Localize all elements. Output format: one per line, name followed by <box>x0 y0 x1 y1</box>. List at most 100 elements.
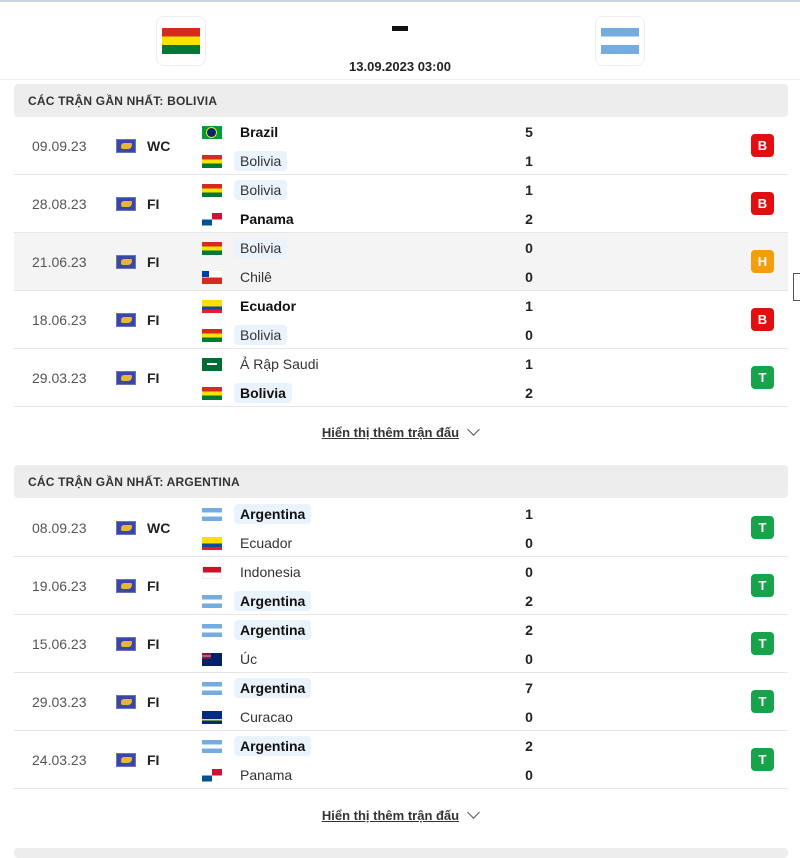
home-team-name: Bolivia <box>234 238 288 258</box>
pan-flag-icon <box>202 768 222 782</box>
match-row[interactable]: 18.06.23 FI Ecuador Bolivia 1 0 B <box>14 291 788 349</box>
home-score: 5 <box>525 124 533 140</box>
bol-flag-icon <box>202 386 222 400</box>
home-team[interactable]: Bolivia <box>202 179 288 201</box>
home-team[interactable]: Argentina <box>202 503 312 525</box>
away-team[interactable]: Bolivia <box>202 150 288 172</box>
bol-flag-icon <box>202 241 222 255</box>
away-team[interactable]: Panama <box>202 764 298 786</box>
bol-flag-icon <box>202 183 222 197</box>
show-more-link[interactable]: Hiển thị thêm trận đấu <box>321 808 460 823</box>
home-team[interactable]: Argentina <box>202 735 312 757</box>
cur-flag-icon <box>202 710 222 724</box>
away-team-logo[interactable] <box>595 16 645 66</box>
match-row[interactable]: 19.06.23 FI Indonesia Argentina 0 2 T <box>14 557 788 615</box>
home-team-name: Argentina <box>234 620 312 640</box>
home-team[interactable]: Brazil <box>202 121 284 143</box>
home-team-name: Argentina <box>234 678 312 698</box>
competition-code: WC <box>147 520 171 536</box>
match-row[interactable]: 15.06.23 FI Argentina Úc 2 0 T <box>14 615 788 673</box>
ksa-flag-icon <box>202 357 222 371</box>
away-team[interactable]: Argentina <box>202 590 312 612</box>
result-badge: T <box>751 574 774 597</box>
match-date: 29.03.23 <box>32 694 87 710</box>
arg-flag-icon <box>202 739 222 753</box>
competition-code: FI <box>147 312 160 328</box>
home-team[interactable]: Bolivia <box>202 237 288 259</box>
competition-icon <box>116 753 136 767</box>
away-team-name: Ecuador <box>240 535 293 551</box>
competition-code: FI <box>147 254 160 270</box>
away-team[interactable]: Bolivia <box>202 382 292 404</box>
match-header: 13.09.2023 03:00 <box>0 2 800 80</box>
match-row[interactable]: 28.08.23 FI Bolivia Panama 1 2 B <box>14 175 788 233</box>
home-team-name: Argentina <box>234 504 312 524</box>
show-more-bolivia[interactable]: Hiển thị thêm trận đấu <box>0 423 800 440</box>
show-more-argentina[interactable]: Hiển thị thêm trận đấu <box>0 806 800 823</box>
section-header-argentina: CÁC TRẬN GẦN NHẤT: ARGENTINA <box>14 465 788 498</box>
away-score: 0 <box>525 709 533 725</box>
arg-flag-icon <box>202 594 222 608</box>
home-team[interactable]: Indonesia <box>202 561 307 583</box>
home-team[interactable]: Ecuador <box>202 295 302 317</box>
away-team[interactable]: Úc <box>202 648 263 670</box>
score-separator <box>392 26 408 31</box>
away-team-name: Curacao <box>240 709 293 725</box>
away-team[interactable]: Ecuador <box>202 532 298 554</box>
away-team[interactable]: Curacao <box>202 706 299 728</box>
competition-code: FI <box>147 636 160 652</box>
away-score: 0 <box>525 327 533 343</box>
home-team-logo[interactable] <box>156 16 206 66</box>
home-team[interactable]: Argentina <box>202 677 312 699</box>
competition-icon <box>116 139 136 153</box>
result-badge: T <box>751 516 774 539</box>
match-row[interactable]: 09.09.23 WC Brazil Bolivia 5 1 B <box>14 117 788 175</box>
home-score: 0 <box>525 240 533 256</box>
chevron-down-icon <box>467 806 480 819</box>
away-team-name: Panama <box>240 767 293 783</box>
away-score: 2 <box>525 211 533 227</box>
match-row[interactable]: 21.06.23 FI Bolivia Chilê 0 0 H <box>14 233 788 291</box>
scrollbar-handle[interactable] <box>793 273 800 301</box>
home-score: 1 <box>525 182 533 198</box>
match-row[interactable]: 08.09.23 WC Argentina Ecuador 1 0 T <box>14 499 788 557</box>
away-team[interactable]: Panama <box>202 208 300 230</box>
argentina-flag-icon <box>601 28 639 54</box>
result-badge: H <box>751 250 774 273</box>
home-team-name: Ecuador <box>240 298 297 314</box>
chi-flag-icon <box>202 270 222 284</box>
bra-flag-icon <box>202 125 222 139</box>
show-more-link[interactable]: Hiển thị thêm trận đấu <box>321 425 460 440</box>
bolivia-flag-icon <box>162 28 200 54</box>
home-team[interactable]: Argentina <box>202 619 312 641</box>
away-score: 2 <box>525 385 533 401</box>
away-team[interactable]: Bolivia <box>202 324 288 346</box>
away-team-name: Panama <box>240 211 294 227</box>
match-row[interactable]: 29.03.23 FI Argentina Curacao 7 0 T <box>14 673 788 731</box>
home-score: 0 <box>525 564 533 580</box>
arg-flag-icon <box>202 507 222 521</box>
match-row[interactable]: 24.03.23 FI Argentina Panama 2 0 T <box>14 731 788 789</box>
away-score: 1 <box>525 153 533 169</box>
match-date: 21.06.23 <box>32 254 87 270</box>
home-score: 2 <box>525 622 533 638</box>
pan-flag-icon <box>202 212 222 226</box>
home-team-name: Bolivia <box>234 180 288 200</box>
competition-icon <box>116 521 136 535</box>
competition-code: WC <box>147 138 171 154</box>
match-date: 08.09.23 <box>32 520 87 536</box>
away-score: 0 <box>525 767 533 783</box>
match-date: 15.06.23 <box>32 636 87 652</box>
away-score: 0 <box>525 651 533 667</box>
result-badge: T <box>751 366 774 389</box>
competition-code: FI <box>147 370 160 386</box>
section-header-bolivia: CÁC TRẬN GẦN NHẤT: BOLIVIA <box>14 84 788 117</box>
away-team[interactable]: Chilê <box>202 266 278 288</box>
home-team[interactable]: Ả Rập Saudi <box>202 353 325 375</box>
ecu-flag-icon <box>202 299 222 313</box>
result-badge: B <box>751 192 774 215</box>
ecu-flag-icon <box>202 536 222 550</box>
match-row[interactable]: 29.03.23 FI Ả Rập Saudi Bolivia 1 2 T <box>14 349 788 407</box>
competition-code: FI <box>147 694 160 710</box>
arg-flag-icon <box>202 681 222 695</box>
